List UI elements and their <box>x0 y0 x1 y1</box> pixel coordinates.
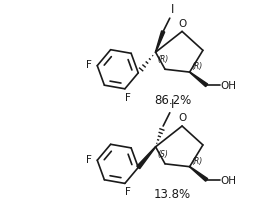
Text: F: F <box>86 60 92 70</box>
Text: I: I <box>171 3 174 16</box>
Text: F: F <box>125 92 131 102</box>
Text: (R): (R) <box>192 62 203 71</box>
Text: F: F <box>125 186 131 196</box>
Text: F: F <box>86 154 92 164</box>
Text: I: I <box>171 98 174 110</box>
Text: 13.8%: 13.8% <box>154 188 191 201</box>
Text: OH: OH <box>221 81 237 91</box>
Text: OH: OH <box>221 175 237 185</box>
Text: O: O <box>178 19 186 29</box>
Text: 86.2%: 86.2% <box>154 93 191 106</box>
Text: (R): (R) <box>157 55 169 64</box>
Polygon shape <box>155 32 165 53</box>
Text: O: O <box>178 113 186 123</box>
Text: (S): (S) <box>157 149 168 158</box>
Polygon shape <box>189 167 208 181</box>
Polygon shape <box>137 147 156 169</box>
Polygon shape <box>189 73 208 87</box>
Text: (R): (R) <box>192 156 203 165</box>
